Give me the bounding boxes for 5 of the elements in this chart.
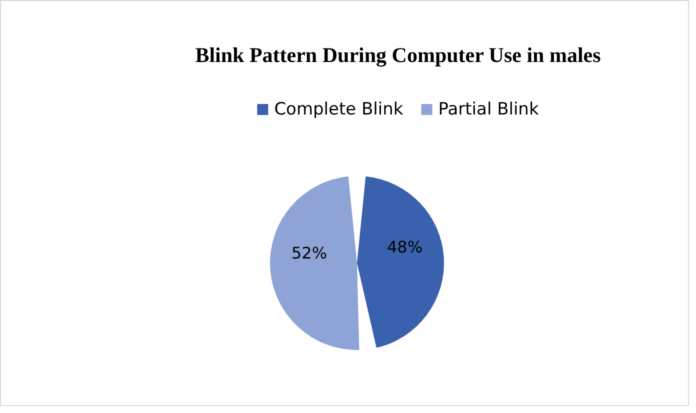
data-label: 48%: [386, 237, 423, 256]
data-label: 52%: [291, 243, 328, 262]
legend-label: Partial Blink: [438, 100, 539, 120]
legend-label: Complete Blink: [274, 100, 404, 120]
chart-title: Blink Pattern During Computer Use in males: [195, 43, 601, 67]
